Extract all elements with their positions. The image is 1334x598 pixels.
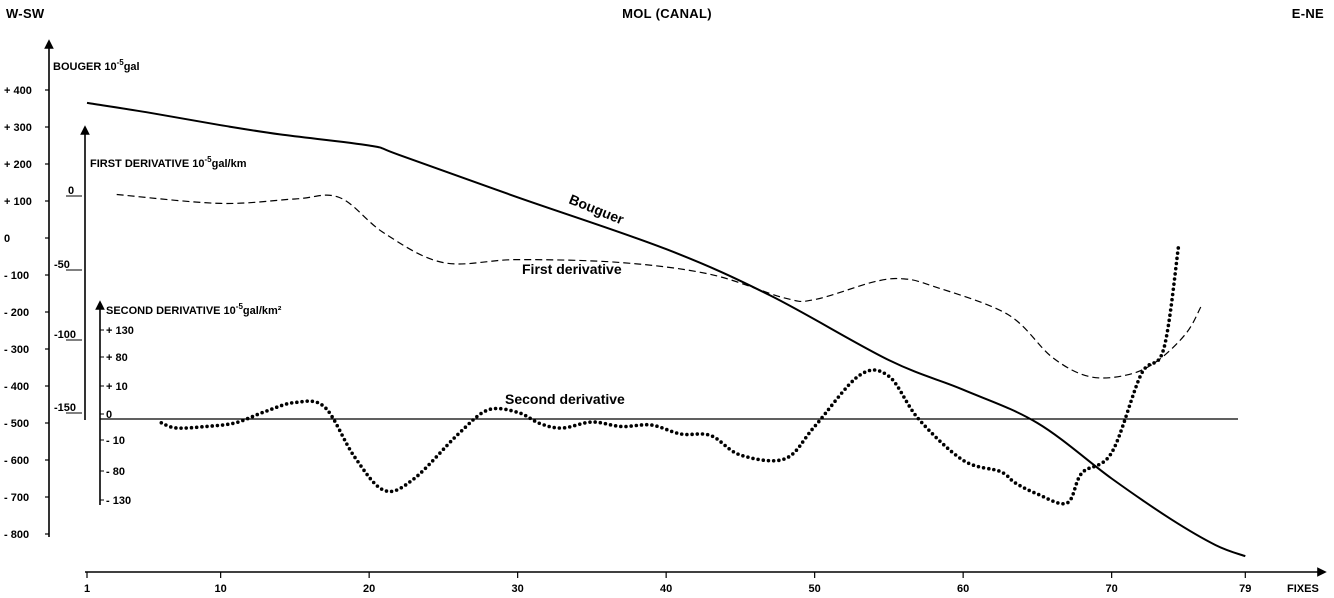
second-derivative-tick-label: - 80	[106, 466, 125, 478]
bouguer-tick-label: - 200	[4, 307, 29, 319]
bouguer-tick-label: - 300	[4, 344, 29, 356]
bouguer-tick-label: - 800	[4, 529, 29, 541]
bouguer-tick-label: - 500	[4, 418, 29, 430]
second-derivative-tick-label: + 80	[106, 352, 128, 364]
x-tick-label: 1	[84, 583, 90, 595]
second-derivative-tick-label: + 10	[106, 381, 128, 393]
first-derivative-series-line	[116, 193, 1202, 379]
bouguer-series-line	[86, 101, 1246, 558]
second-derivative-axis-label: SECOND DERIVATIVE 10-5gal/km²	[106, 302, 282, 317]
x-tick-label: 30	[512, 583, 524, 595]
x-tick-label: 40	[660, 583, 672, 595]
x-tick-label: 79	[1239, 583, 1251, 595]
bouguer-tick-label: + 400	[4, 85, 32, 97]
first-derivative-axis-label: FIRST DERIVATIVE 10-5gal/km	[90, 155, 247, 170]
x-tick-label: 60	[957, 583, 969, 595]
bouguer-axis-label: BOUGER 10-5gal	[53, 58, 140, 73]
first-derivative-tick-label: -150	[54, 402, 76, 414]
second-derivative-tick-label: - 130	[106, 495, 131, 507]
second-derivative-tick-label: + 130	[106, 325, 134, 337]
bouguer-tick-label: - 700	[4, 492, 29, 504]
bouguer-tick-label: + 200	[4, 159, 32, 171]
first-derivative-tick-label: -100	[54, 329, 76, 341]
chart-title: MOL (CANAL)	[622, 6, 712, 21]
second-derivative-tick-label: - 10	[106, 435, 125, 447]
bouguer-tick-label: + 100	[4, 196, 32, 208]
right-direction-label: E-NE	[1291, 6, 1324, 21]
first-derivative-annotation: First derivative	[522, 261, 622, 277]
left-direction-label: W-SW	[6, 6, 45, 21]
x-axis-label: FIXES	[1287, 583, 1319, 595]
x-tick-label: 20	[363, 583, 375, 595]
bouguer-annotation: Bouguer	[567, 191, 627, 228]
x-tick-label: 70	[1106, 583, 1118, 595]
second-derivative-series-line	[159, 244, 1181, 506]
bouguer-tick-label: 0	[4, 233, 10, 245]
bouguer-tick-label: + 300	[4, 122, 32, 134]
first-derivative-tick-label: -50	[54, 259, 70, 271]
bouguer-tick-label: - 100	[4, 270, 29, 282]
second-derivative-tick-label: 0	[106, 409, 112, 421]
x-tick-label: 50	[809, 583, 821, 595]
x-tick-label: 10	[215, 583, 227, 595]
first-derivative-tick-label: 0	[68, 185, 74, 197]
bouguer-tick-label: - 400	[4, 381, 29, 393]
bouguer-tick-label: - 600	[4, 455, 29, 467]
second-derivative-annotation: Second derivative	[505, 391, 625, 407]
